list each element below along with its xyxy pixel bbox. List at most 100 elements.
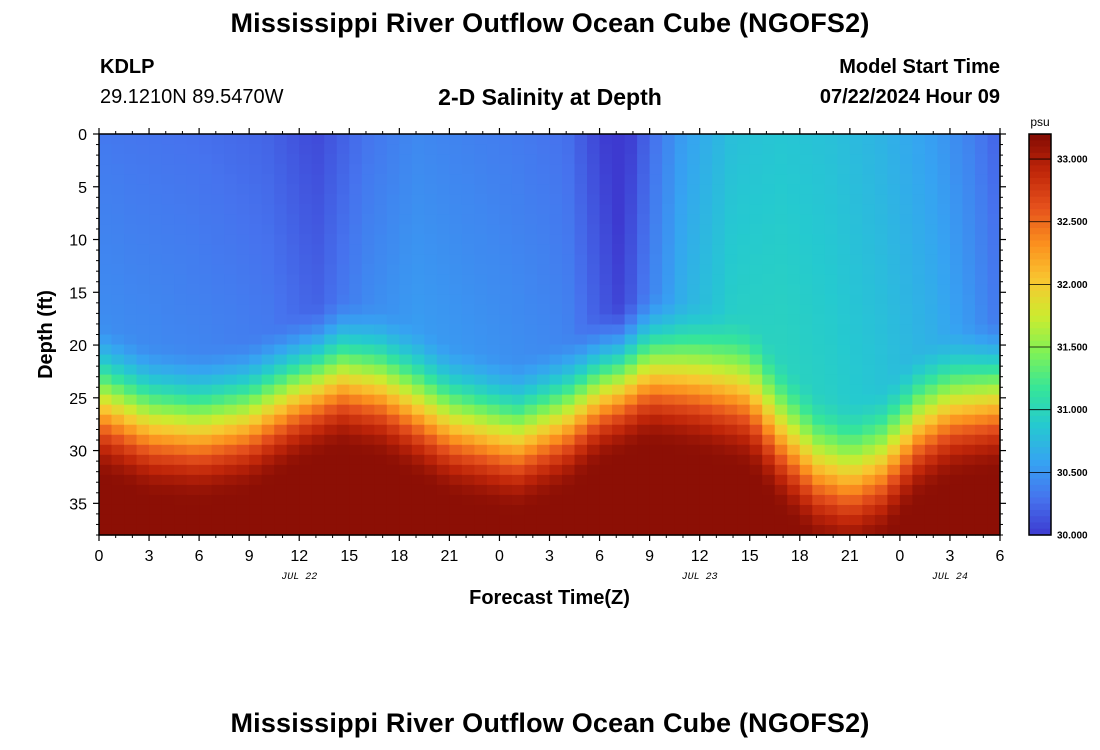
heatmap-cell (149, 444, 163, 456)
heatmap-cell (912, 244, 926, 255)
heatmap-cell (124, 164, 138, 175)
heatmap-cell (124, 184, 138, 195)
heatmap-cell (474, 474, 488, 486)
heatmap-cell (937, 154, 951, 165)
heatmap-cell (924, 224, 939, 235)
heatmap-cell (286, 354, 300, 366)
heatmap-cell (261, 144, 275, 155)
heatmap-cell (336, 434, 350, 446)
heatmap-cell (837, 364, 851, 376)
heatmap-cell (824, 174, 838, 185)
heatmap-cell (424, 294, 438, 306)
heatmap-cell (286, 484, 300, 496)
heatmap-cell (924, 334, 939, 346)
heatmap-cell (461, 464, 476, 476)
heatmap-cell (474, 494, 488, 506)
heatmap-cell (599, 344, 613, 356)
heatmap-cell (374, 214, 388, 225)
heatmap-cell (962, 214, 976, 225)
heatmap-cell (149, 514, 163, 526)
heatmap-cell (912, 164, 926, 175)
heatmap-cell (161, 394, 175, 406)
heatmap-cell (249, 234, 263, 245)
heatmap-cell (724, 194, 738, 205)
heatmap-cell (837, 414, 851, 426)
heatmap-cell (261, 404, 275, 416)
heatmap-cell (274, 294, 288, 306)
heatmap-cell (149, 394, 163, 406)
heatmap-cell (949, 204, 964, 215)
heatmap-cell (449, 414, 463, 426)
heatmap-cell (987, 144, 1001, 155)
heatmap-cell (261, 354, 275, 366)
heatmap-cell (224, 514, 238, 526)
heatmap-cell (524, 494, 538, 506)
heatmap-cell (449, 344, 463, 356)
heatmap-cell (486, 334, 501, 346)
heatmap-cell (687, 304, 701, 316)
heatmap-cell (549, 284, 563, 296)
heatmap-cell (824, 314, 838, 326)
heatmap-cell (236, 434, 250, 446)
heatmap-cell (511, 344, 526, 356)
heatmap-cell (224, 224, 238, 235)
heatmap-cell (174, 334, 188, 346)
heatmap-cell (762, 464, 776, 476)
heatmap-cell (549, 364, 563, 376)
colorbar-segment (1029, 390, 1051, 398)
heatmap-cell (136, 494, 150, 506)
heatmap-cell (974, 474, 989, 486)
heatmap-cell (762, 224, 776, 235)
heatmap-cell (662, 294, 676, 306)
heatmap-cell (386, 184, 400, 195)
heatmap-cell (937, 204, 951, 215)
heatmap-cell (111, 164, 125, 175)
heatmap-cell (749, 194, 763, 205)
heatmap-cell (987, 454, 1001, 466)
heatmap-cell (887, 184, 901, 195)
heatmap-cell (774, 344, 788, 356)
heatmap-cell (649, 164, 663, 175)
heatmap-cell (824, 224, 838, 235)
heatmap-cell (637, 454, 651, 466)
heatmap-cell (124, 374, 138, 386)
heatmap-cell (599, 354, 613, 366)
heatmap-cell (124, 334, 138, 346)
heatmap-cell (562, 344, 576, 356)
heatmap-cell (324, 134, 338, 145)
heatmap-cell (411, 514, 425, 526)
heatmap-cell (624, 514, 638, 526)
heatmap-cell (987, 504, 1001, 516)
heatmap-cell (649, 494, 663, 506)
heatmap-cell (161, 404, 175, 416)
heatmap-cell (299, 254, 313, 265)
heatmap-cell (924, 384, 939, 396)
heatmap-cell (149, 494, 163, 506)
colorbar-segment (1029, 409, 1051, 417)
heatmap-cell (211, 234, 225, 245)
heatmap-cell (436, 224, 450, 235)
heatmap-cell (286, 184, 300, 195)
x-tick-label: 12 (290, 548, 308, 565)
heatmap-cell (436, 514, 450, 526)
heatmap-cell (799, 254, 813, 265)
heatmap-cell (286, 244, 300, 255)
heatmap-cell (887, 134, 901, 145)
heatmap-cell (261, 524, 275, 536)
heatmap-cell (974, 504, 989, 516)
heatmap-cell (274, 364, 288, 376)
heatmap-cell (712, 284, 726, 296)
heatmap-cell (111, 404, 125, 416)
heatmap-cell (737, 394, 751, 406)
heatmap-cell (136, 144, 150, 155)
heatmap-cell (161, 144, 175, 155)
heatmap-cell (912, 154, 926, 165)
heatmap-cell (536, 494, 551, 506)
heatmap-cell (849, 394, 863, 406)
heatmap-cell (812, 494, 826, 506)
heatmap-cell (124, 504, 138, 516)
heatmap-cell (574, 524, 588, 536)
heatmap-cell (449, 154, 463, 165)
heatmap-cell (361, 194, 375, 205)
heatmap-cell (361, 284, 375, 296)
